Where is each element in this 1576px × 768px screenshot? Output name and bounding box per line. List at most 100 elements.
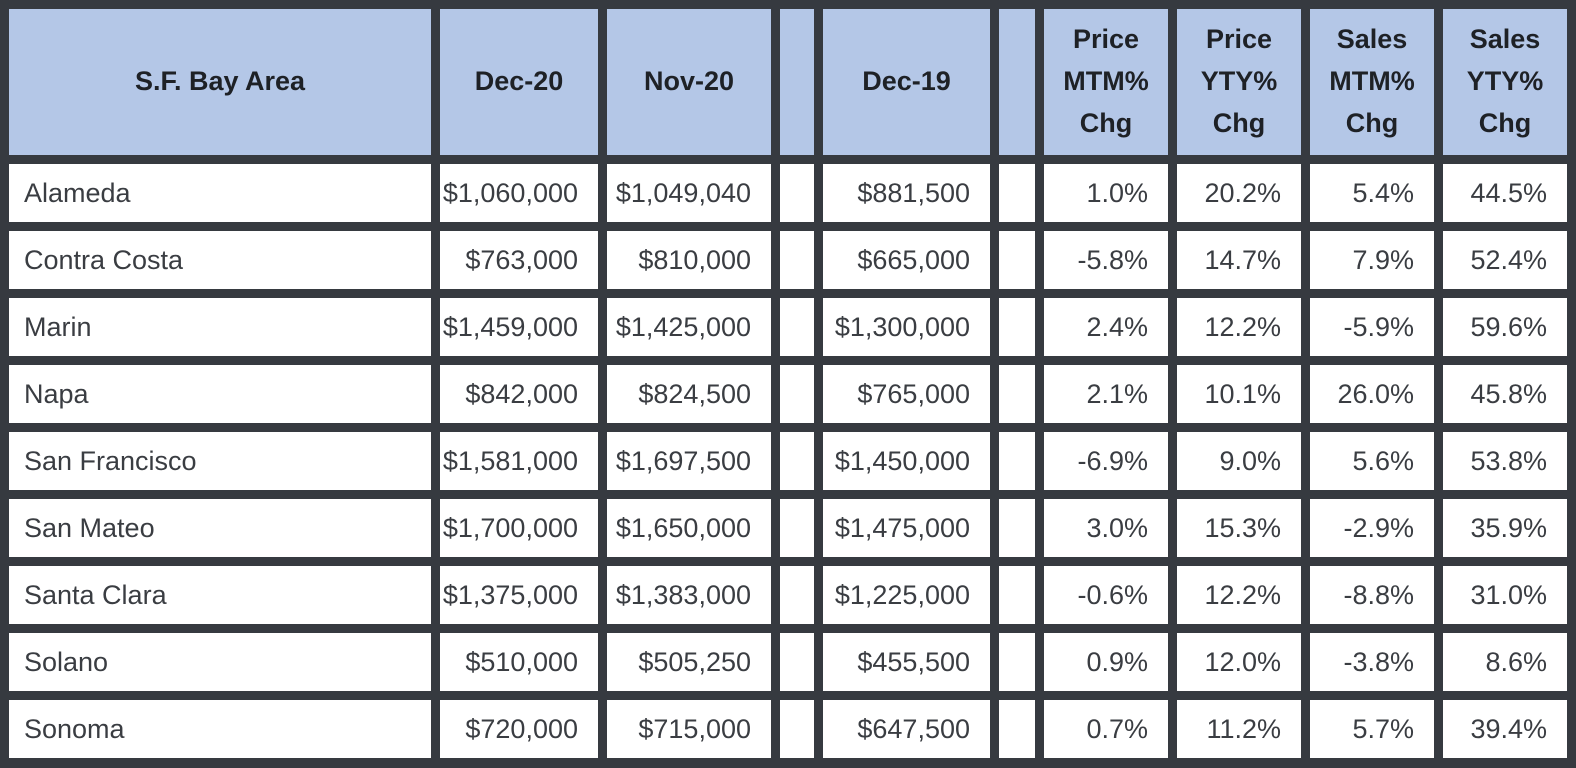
sales-mtm-chg-cell: -8.8% xyxy=(1310,566,1434,624)
sales-yty-chg-cell: 8.6% xyxy=(1443,633,1567,691)
dec20-price-cell: $1,060,000 xyxy=(440,164,598,222)
table-row: Marin $1,459,000 $1,425,000 $1,300,000 2… xyxy=(9,298,1567,356)
header-row: S.F. Bay Area Dec-20 Nov-20 Dec-19 Price… xyxy=(9,9,1567,155)
price-mtm-chg-cell: -0.6% xyxy=(1044,566,1168,624)
county-cell: Napa xyxy=(9,365,431,423)
spacer-cell xyxy=(780,566,814,624)
nov20-price-cell: $715,000 xyxy=(607,700,771,758)
column-header-area: S.F. Bay Area xyxy=(9,9,431,155)
spacer-cell xyxy=(780,365,814,423)
nov20-price-cell: $824,500 xyxy=(607,365,771,423)
dec20-price-cell: $510,000 xyxy=(440,633,598,691)
price-yty-chg-cell: 20.2% xyxy=(1177,164,1301,222)
table-row: Santa Clara $1,375,000 $1,383,000 $1,225… xyxy=(9,566,1567,624)
table-row: Alameda $1,060,000 $1,049,040 $881,500 1… xyxy=(9,164,1567,222)
price-yty-chg-cell: 14.7% xyxy=(1177,231,1301,289)
sales-mtm-chg-cell: 5.4% xyxy=(1310,164,1434,222)
dec19-price-cell: $765,000 xyxy=(823,365,990,423)
column-header-dec19: Dec-19 xyxy=(823,9,990,155)
dec19-price-cell: $665,000 xyxy=(823,231,990,289)
dec20-price-cell: $1,700,000 xyxy=(440,499,598,557)
price-mtm-chg-cell: 0.7% xyxy=(1044,700,1168,758)
price-mtm-chg-cell: -5.8% xyxy=(1044,231,1168,289)
price-yty-chg-cell: 15.3% xyxy=(1177,499,1301,557)
county-cell: San Francisco xyxy=(9,432,431,490)
sales-yty-chg-cell: 44.5% xyxy=(1443,164,1567,222)
dec19-price-cell: $647,500 xyxy=(823,700,990,758)
sales-yty-chg-cell: 59.6% xyxy=(1443,298,1567,356)
table-row: San Francisco $1,581,000 $1,697,500 $1,4… xyxy=(9,432,1567,490)
sales-yty-chg-cell: 35.9% xyxy=(1443,499,1567,557)
county-cell: Alameda xyxy=(9,164,431,222)
dec19-price-cell: $1,300,000 xyxy=(823,298,990,356)
price-mtm-chg-cell: 2.4% xyxy=(1044,298,1168,356)
dec20-price-cell: $720,000 xyxy=(440,700,598,758)
county-cell: Sonoma xyxy=(9,700,431,758)
price-mtm-chg-cell: 1.0% xyxy=(1044,164,1168,222)
sales-yty-chg-cell: 53.8% xyxy=(1443,432,1567,490)
sales-mtm-chg-cell: -2.9% xyxy=(1310,499,1434,557)
spacer-cell xyxy=(999,499,1035,557)
spacer-cell xyxy=(999,566,1035,624)
spacer-cell xyxy=(999,164,1035,222)
dec20-price-cell: $842,000 xyxy=(440,365,598,423)
sales-yty-chg-cell: 39.4% xyxy=(1443,700,1567,758)
sales-yty-chg-cell: 45.8% xyxy=(1443,365,1567,423)
nov20-price-cell: $1,697,500 xyxy=(607,432,771,490)
county-cell: Santa Clara xyxy=(9,566,431,624)
county-cell: Contra Costa xyxy=(9,231,431,289)
spacer-cell xyxy=(780,499,814,557)
price-yty-chg-cell: 12.2% xyxy=(1177,566,1301,624)
table-row: Sonoma $720,000 $715,000 $647,500 0.7% 1… xyxy=(9,700,1567,758)
nov20-price-cell: $505,250 xyxy=(607,633,771,691)
spacer-cell xyxy=(999,633,1035,691)
county-cell: Solano xyxy=(9,633,431,691)
column-header-price-mtm-chg: Price MTM% Chg xyxy=(1044,9,1168,155)
dec19-price-cell: $455,500 xyxy=(823,633,990,691)
nov20-price-cell: $1,383,000 xyxy=(607,566,771,624)
price-mtm-chg-cell: 0.9% xyxy=(1044,633,1168,691)
price-mtm-chg-cell: 3.0% xyxy=(1044,499,1168,557)
spacer-cell xyxy=(999,365,1035,423)
sales-yty-chg-cell: 31.0% xyxy=(1443,566,1567,624)
column-header-sales-mtm-chg: Sales MTM% Chg xyxy=(1310,9,1434,155)
spacer-cell xyxy=(999,231,1035,289)
spacer-column-header xyxy=(780,9,814,155)
dec19-price-cell: $1,450,000 xyxy=(823,432,990,490)
nov20-price-cell: $1,650,000 xyxy=(607,499,771,557)
spacer-cell xyxy=(780,298,814,356)
price-yty-chg-cell: 9.0% xyxy=(1177,432,1301,490)
price-yty-chg-cell: 10.1% xyxy=(1177,365,1301,423)
dec20-price-cell: $1,581,000 xyxy=(440,432,598,490)
dec19-price-cell: $881,500 xyxy=(823,164,990,222)
spacer-cell xyxy=(999,298,1035,356)
sales-mtm-chg-cell: -5.9% xyxy=(1310,298,1434,356)
nov20-price-cell: $810,000 xyxy=(607,231,771,289)
sales-mtm-chg-cell: 5.7% xyxy=(1310,700,1434,758)
table-row: Contra Costa $763,000 $810,000 $665,000 … xyxy=(9,231,1567,289)
spacer-cell xyxy=(999,432,1035,490)
dec19-price-cell: $1,225,000 xyxy=(823,566,990,624)
price-yty-chg-cell: 11.2% xyxy=(1177,700,1301,758)
spacer-cell xyxy=(780,231,814,289)
sales-mtm-chg-cell: 7.9% xyxy=(1310,231,1434,289)
price-yty-chg-cell: 12.2% xyxy=(1177,298,1301,356)
sales-mtm-chg-cell: 5.6% xyxy=(1310,432,1434,490)
spacer-cell xyxy=(780,432,814,490)
column-header-dec20: Dec-20 xyxy=(440,9,598,155)
spacer-cell xyxy=(999,700,1035,758)
dec20-price-cell: $1,375,000 xyxy=(440,566,598,624)
column-header-sales-yty-chg: Sales YTY% Chg xyxy=(1443,9,1567,155)
table-row: Solano $510,000 $505,250 $455,500 0.9% 1… xyxy=(9,633,1567,691)
county-cell: San Mateo xyxy=(9,499,431,557)
table-row: Napa $842,000 $824,500 $765,000 2.1% 10.… xyxy=(9,365,1567,423)
dec19-price-cell: $1,475,000 xyxy=(823,499,990,557)
price-yty-chg-cell: 12.0% xyxy=(1177,633,1301,691)
price-mtm-chg-cell: 2.1% xyxy=(1044,365,1168,423)
spacer-cell xyxy=(780,700,814,758)
nov20-price-cell: $1,425,000 xyxy=(607,298,771,356)
column-header-nov20: Nov-20 xyxy=(607,9,771,155)
spacer-cell xyxy=(780,633,814,691)
sales-mtm-chg-cell: -3.8% xyxy=(1310,633,1434,691)
